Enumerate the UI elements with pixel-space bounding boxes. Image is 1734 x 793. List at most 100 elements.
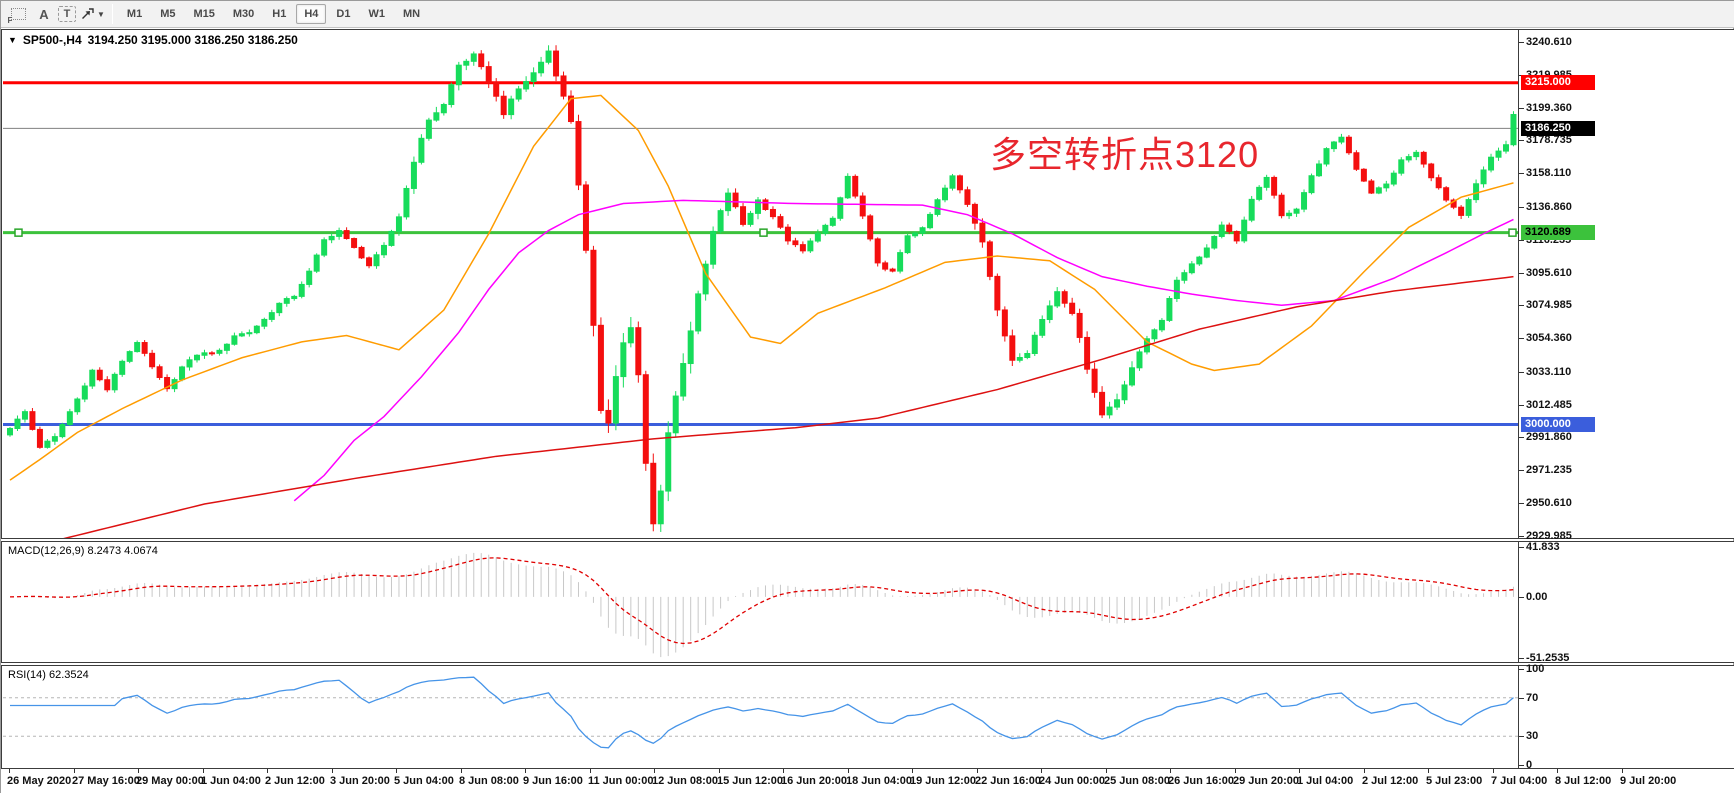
candle-body xyxy=(149,352,156,368)
time-axis-label: 22 Jun 16:00 xyxy=(975,775,1042,787)
macd-name: MACD(12,26,9) xyxy=(8,545,85,557)
macd-plot[interactable] xyxy=(3,542,1518,667)
candle-body xyxy=(7,428,13,436)
candle-body xyxy=(695,293,702,332)
candle-body xyxy=(493,82,500,97)
candle-body xyxy=(852,175,859,197)
rsi-axis-label: 30 xyxy=(1526,730,1539,742)
toolbar-separator xyxy=(111,4,113,24)
hline-handle[interactable] xyxy=(759,228,768,237)
candle-body xyxy=(403,187,410,218)
ma-mid-line xyxy=(293,199,1514,502)
candle-body xyxy=(1458,206,1465,216)
timeframe-button-d1[interactable]: D1 xyxy=(336,8,351,20)
candle-body xyxy=(1390,172,1397,185)
candle-body xyxy=(1173,279,1180,300)
timeframe-button-m15[interactable]: M15 xyxy=(193,8,215,20)
price-badge-support: 3000.000 xyxy=(1521,417,1595,432)
time-axis-label: 5 Jul 23:00 xyxy=(1426,775,1483,787)
time-axis-label: 8 Jul 12:00 xyxy=(1555,775,1612,787)
hline-handle[interactable] xyxy=(1508,228,1517,237)
candle-body xyxy=(134,342,141,353)
time-axis-label: 2 Jun 12:00 xyxy=(265,775,325,787)
price-plot[interactable] xyxy=(3,30,1518,543)
timeframe-button-m1[interactable]: M1 xyxy=(126,8,143,20)
candle-body xyxy=(1420,151,1427,165)
time-axis-label: 24 Jun 00:00 xyxy=(1039,775,1106,787)
time-axis-tick xyxy=(525,769,526,773)
timeframe-button-m30[interactable]: M30 xyxy=(232,8,255,20)
time-axis-label: 15 Jun 12:00 xyxy=(717,775,784,787)
candle-body xyxy=(1069,302,1076,314)
candle-body xyxy=(336,230,343,237)
time-axis-tick xyxy=(332,769,333,773)
rsi-plot[interactable] xyxy=(3,666,1518,773)
candle-body xyxy=(470,53,477,62)
candle-body xyxy=(1413,151,1420,158)
price-axis-label: 3136.860 xyxy=(1526,201,1572,213)
candle-body xyxy=(732,192,739,208)
candle-body xyxy=(1016,357,1023,361)
candle-body xyxy=(762,199,769,210)
macd-pane[interactable]: MACD(12,26,9) 8.2473 4.0674 41.833 0.00 -5… xyxy=(1,541,1734,664)
candle-body xyxy=(635,327,642,376)
candle-body xyxy=(410,161,417,189)
text-box-tool[interactable]: T xyxy=(58,6,76,22)
candle-body xyxy=(582,184,589,251)
candle-body xyxy=(994,275,1001,311)
candle-body xyxy=(672,395,679,434)
candle-body xyxy=(1076,312,1083,338)
candle-body xyxy=(29,411,36,430)
macd-signal-line xyxy=(9,557,1514,645)
candle-body xyxy=(381,244,387,256)
candle-body xyxy=(238,333,245,337)
price-pane[interactable]: ▼ SP500-,H4 3194.250 3195.000 3186.250 3… xyxy=(1,29,1734,542)
candle-body xyxy=(605,409,612,424)
candle-body xyxy=(874,238,881,264)
candle-body xyxy=(425,119,432,139)
candle-body xyxy=(904,235,911,254)
candle-body xyxy=(51,436,58,442)
price-axis-label: 3199.360 xyxy=(1526,102,1572,114)
candle-body xyxy=(1338,136,1345,143)
arrows-tool[interactable]: ▼ xyxy=(78,3,106,25)
symbol-dropdown-icon[interactable]: ▼ xyxy=(8,35,17,45)
ma-fast-line xyxy=(9,94,1514,481)
candle-body xyxy=(1301,192,1308,210)
macd-axis-tick xyxy=(1519,658,1524,659)
timeframe-button-h1[interactable]: H1 xyxy=(272,8,287,20)
f-label: F xyxy=(7,16,13,25)
candle-body xyxy=(373,254,380,267)
candle-body xyxy=(1211,235,1218,249)
candle-body xyxy=(36,428,43,448)
timeframe-button-m5[interactable]: M5 xyxy=(160,8,176,20)
price-axis-tick xyxy=(1519,140,1524,141)
candle-body xyxy=(14,418,21,430)
annotation-text[interactable]: 多空转折点3120 xyxy=(990,134,1260,175)
time-axis-tick xyxy=(1557,769,1558,773)
candle-body xyxy=(395,216,402,232)
price-chart-svg xyxy=(3,45,1518,540)
candle-body xyxy=(1054,291,1061,307)
text-label-tool[interactable]: A xyxy=(39,6,49,22)
rsi-current-value: 62.3524 xyxy=(48,669,89,681)
candle-body xyxy=(1106,406,1113,416)
rsi-axis-tick xyxy=(1519,736,1524,737)
candle-body xyxy=(1308,175,1315,194)
timeframe-button-h4[interactable]: H4 xyxy=(296,4,327,24)
time-axis-tick xyxy=(267,769,268,773)
hline-handle[interactable] xyxy=(14,228,23,237)
candle-body xyxy=(81,385,88,400)
time-axis[interactable]: 26 May 2020 27 May 16:00 29 May 00:00 1 Jun… xyxy=(1,769,1734,793)
time-axis-tick xyxy=(74,769,75,773)
candle-body xyxy=(1114,399,1121,408)
macd-axis-tick xyxy=(1519,597,1524,598)
grid-f-icon[interactable]: F xyxy=(6,3,30,25)
time-axis-label: 18 Jun 04:00 xyxy=(846,775,913,787)
candle-body xyxy=(1405,156,1412,161)
timeframe-button-w1[interactable]: W1 xyxy=(368,8,385,20)
candle-body xyxy=(21,411,28,420)
candle-body xyxy=(343,230,350,240)
timeframe-button-mn[interactable]: MN xyxy=(402,8,421,20)
rsi-pane[interactable]: RSI(14) 62.3524 100 70 30 0 xyxy=(1,663,1734,771)
